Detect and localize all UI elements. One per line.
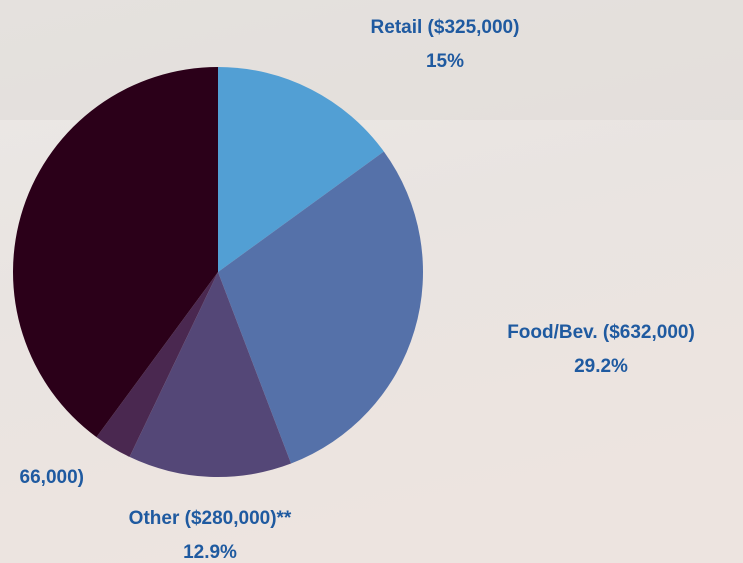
slice-label: 66,000)	[20, 467, 84, 488]
slice-percent: 12.9%	[183, 542, 237, 563]
slice-percent: 15%	[426, 51, 464, 72]
slice-label: Food/Bev. ($632,000)	[507, 322, 695, 343]
slice-label: Other ($280,000)**	[129, 508, 292, 529]
slice-percent: 29.2%	[574, 356, 628, 377]
slice-label: Retail ($325,000)	[371, 17, 520, 38]
chart: Retail ($325,000) 15% Food/Bev. ($632,000)…	[0, 0, 743, 563]
